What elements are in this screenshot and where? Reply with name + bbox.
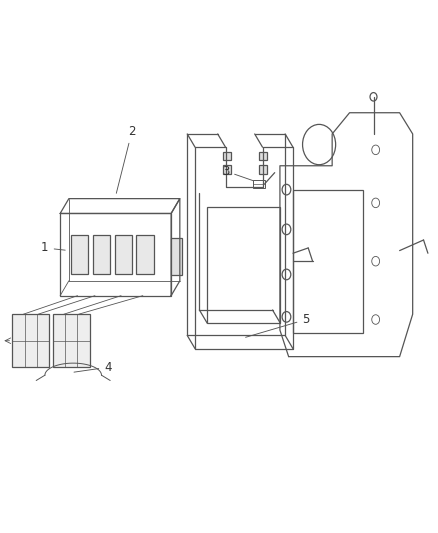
Bar [12, 314, 49, 367]
Text: 1: 1 [41, 241, 65, 254]
Bar [293, 190, 363, 333]
Bar [171, 238, 182, 275]
Text: 2: 2 [117, 125, 136, 193]
Bar [71, 235, 88, 274]
Bar [207, 207, 280, 323]
Bar [136, 235, 154, 274]
Bar [223, 165, 231, 174]
Text: 4: 4 [74, 361, 112, 374]
Text: 3: 3 [222, 165, 253, 181]
Bar [115, 235, 132, 274]
Bar [259, 152, 267, 160]
Bar [53, 314, 90, 367]
Bar [93, 235, 110, 274]
Bar [253, 180, 265, 188]
Text: 5: 5 [246, 313, 310, 337]
Bar [223, 152, 231, 160]
Bar [60, 214, 171, 296]
Bar [259, 165, 267, 174]
